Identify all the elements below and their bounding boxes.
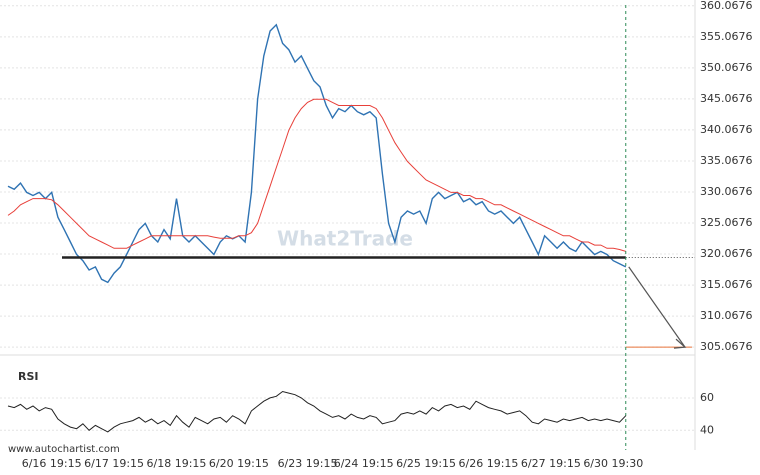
y-tick-label: 340.0676 <box>700 123 753 136</box>
x-tick-label: 6/25 19:15 <box>396 457 456 470</box>
arrow-head <box>673 338 687 349</box>
x-tick-label: 6/20 19:15 <box>209 457 269 470</box>
y-tick-label: 350.0676 <box>700 61 753 74</box>
y-tick-label: 320.0676 <box>700 247 753 260</box>
x-tick-label: 6/18 19:15 <box>147 457 207 470</box>
y-tick-label: 305.0676 <box>700 340 753 353</box>
rsi-title: RSI <box>18 370 39 383</box>
x-tick-label: 6/24 19:15 <box>334 457 394 470</box>
x-tick-label: 6/26 19:15 <box>459 457 519 470</box>
moving-average <box>7 98 626 252</box>
x-tick-label: 6/17 19:15 <box>84 457 144 470</box>
y-tick-label: 315.0676 <box>700 278 753 291</box>
forecast-arrow <box>628 266 686 348</box>
y-tick-label: 325.0676 <box>700 216 753 229</box>
y-tick-label: 60 <box>700 391 714 404</box>
x-tick-label: 6/30 19:30 <box>583 457 643 470</box>
footer: www.autochartist.com <box>8 444 120 455</box>
y-tick-label: 355.0676 <box>700 30 753 43</box>
rsi-line <box>7 390 627 433</box>
y-tick-label: 335.0676 <box>700 154 753 167</box>
y-tick-label: 310.0676 <box>700 309 753 322</box>
y-tick-label: 345.0676 <box>700 92 753 105</box>
watermark: What2Trade <box>277 227 413 251</box>
y-tick-label: 40 <box>700 423 714 436</box>
y-tick-label: 360.0676 <box>700 0 753 12</box>
x-tick-label: 6/23 19:15 <box>278 457 338 470</box>
price-line <box>7 23 627 284</box>
x-tick-label: 6/27 19:15 <box>521 457 581 470</box>
y-tick-label: 330.0676 <box>700 185 753 198</box>
x-tick-label: 6/16 19:15 <box>22 457 82 470</box>
